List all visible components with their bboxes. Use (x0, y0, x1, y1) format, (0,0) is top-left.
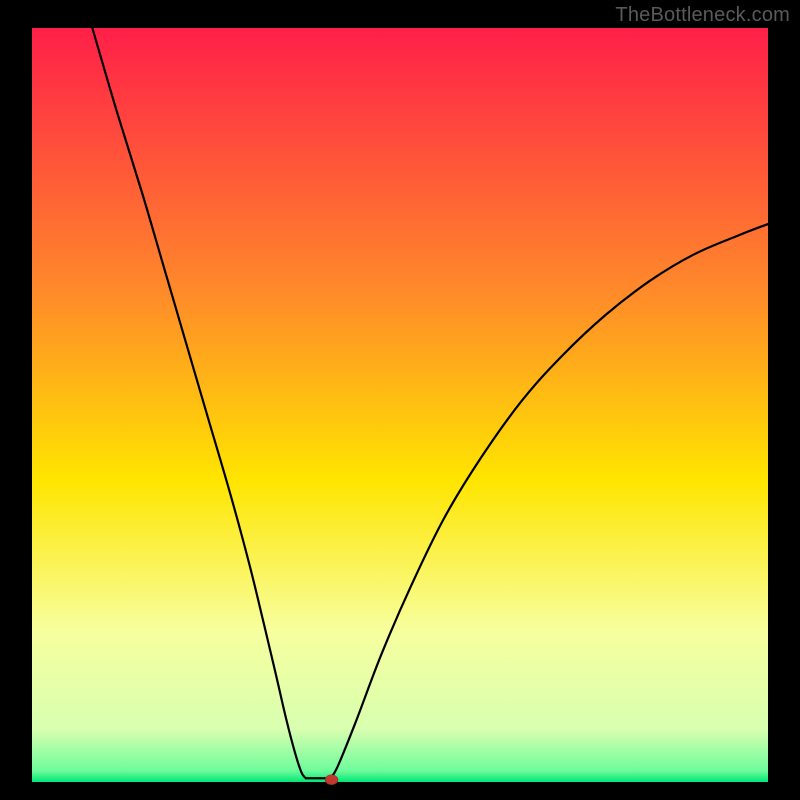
chart-container: TheBottleneck.com (0, 0, 800, 800)
watermark-label: TheBottleneck.com (615, 4, 790, 27)
marker-min_marker (325, 775, 338, 785)
plot-background (32, 28, 768, 782)
chart-svg (0, 0, 800, 800)
